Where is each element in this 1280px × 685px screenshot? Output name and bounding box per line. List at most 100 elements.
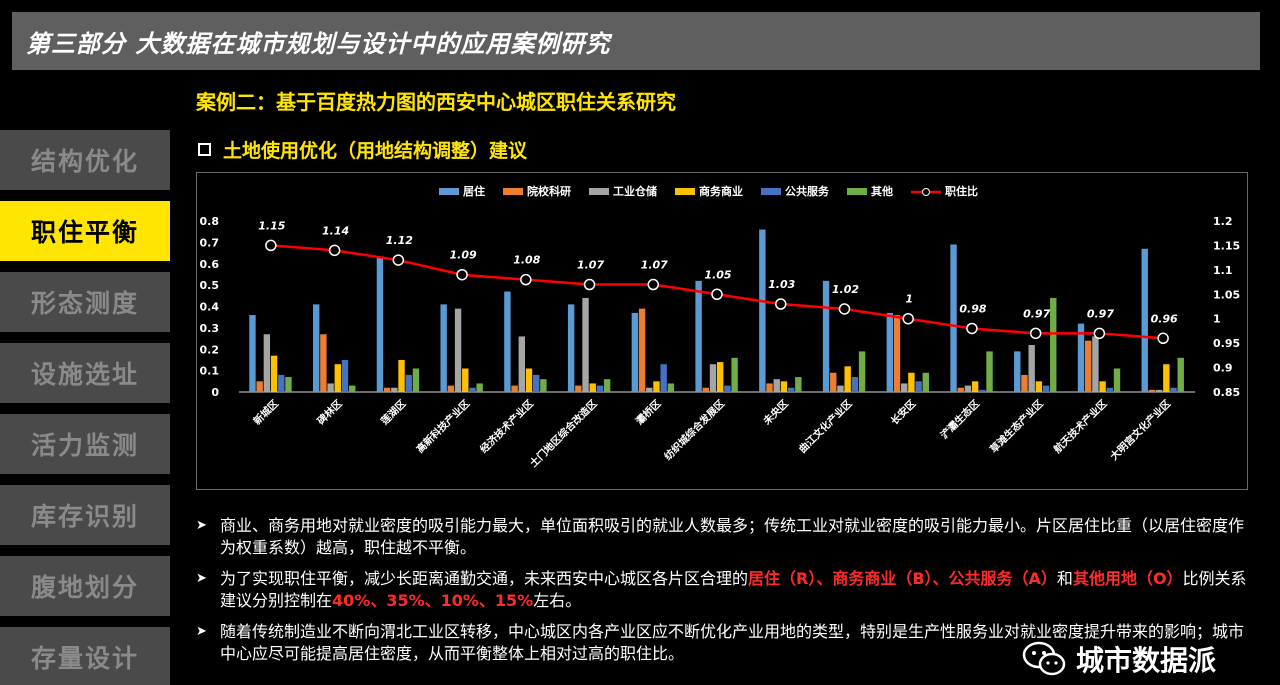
bullet-item: ➤ 随着传统制造业不断向渭北工业区转移，中心城区内各产业区应不断优化产业用地的类…	[196, 621, 1256, 665]
ratio-data-label: 1.09	[449, 249, 476, 262]
bar	[575, 385, 582, 392]
legend-label: 公共服务	[785, 184, 830, 198]
bar	[1148, 389, 1156, 392]
y-left-tick-label: 0.5	[200, 279, 220, 292]
sidebar-item[interactable]: 库存识别	[0, 485, 170, 545]
bar	[447, 385, 455, 392]
sidebar-item[interactable]: 设施选址	[0, 343, 170, 403]
y-left-tick-label: 0.2	[200, 343, 220, 356]
bullet-item: ➤ 为了实现职住平衡，减少长距离通勤交通，未来西安中心城区各片区合理的居住（R）…	[196, 568, 1256, 612]
bar	[313, 304, 320, 392]
bar	[724, 385, 731, 392]
bar	[263, 334, 271, 392]
ratio-point-center	[905, 316, 911, 322]
bar	[440, 304, 447, 392]
ratio-data-label: 1.15	[258, 219, 285, 232]
x-tick-label: 土门地区综合改造区	[527, 397, 600, 470]
x-tick-label: 航天技术产业区	[1051, 397, 1110, 456]
y-right-tick-label: 1.1	[1213, 264, 1233, 277]
ratio-data-label: 0.98	[959, 302, 986, 315]
x-tick-label: 草滩生态产业区	[987, 397, 1046, 456]
y-right-tick-label: 1.2	[1213, 215, 1233, 228]
highlight-text: 居住（R）、商务商业（B）、公共服务（A）	[748, 569, 1057, 588]
bar	[787, 387, 795, 392]
sidebar-item[interactable]: 活力监测	[0, 414, 170, 474]
y-left-tick-label: 0.6	[200, 258, 220, 271]
bar	[837, 385, 844, 392]
legend-swatch	[675, 188, 695, 195]
legend-swatch	[503, 188, 523, 195]
bar	[567, 304, 575, 392]
bar	[398, 359, 405, 392]
ratio-data-label: 1.03	[768, 278, 795, 291]
ratio-point-center	[1160, 335, 1166, 341]
bar	[667, 383, 675, 392]
arrow-bullet-icon: ➤	[196, 624, 207, 639]
sidebar-item[interactable]: 结构优化	[0, 130, 170, 190]
bar	[391, 387, 398, 392]
arrow-bullet-icon: ➤	[196, 571, 207, 586]
y-left-tick-label: 0.8	[200, 215, 220, 228]
bar	[525, 368, 533, 392]
y-left-tick-label: 0.7	[200, 236, 220, 249]
bar	[979, 389, 986, 392]
ratio-point-center	[587, 282, 593, 288]
bar	[702, 387, 709, 392]
bar	[1021, 374, 1028, 392]
bar	[1099, 381, 1106, 392]
bar	[986, 351, 993, 392]
bar	[773, 379, 780, 392]
legend-swatch	[847, 188, 867, 195]
ratio-data-label: 1.14	[322, 224, 349, 237]
bar	[405, 374, 412, 392]
bar	[327, 383, 334, 392]
ratio-point-center	[1096, 330, 1102, 336]
ratio-point-center	[1033, 330, 1039, 336]
bar	[631, 312, 639, 392]
x-tick-label: 碑林区	[314, 397, 344, 427]
y-right-tick-label: 1.05	[1213, 288, 1240, 301]
bar	[922, 372, 929, 392]
bar	[596, 385, 604, 392]
wechat-icon	[1022, 641, 1066, 676]
bar	[540, 379, 547, 392]
sidebar-item[interactable]: 腹地划分	[0, 556, 170, 616]
y-left-tick-label: 0.4	[200, 301, 220, 314]
sidebar: 结构优化职住平衡形态测度设施选址活力监测库存识别腹地划分存量设计	[0, 130, 170, 685]
bar	[709, 364, 717, 392]
bar	[412, 368, 420, 392]
bullet-text: 左右。	[533, 591, 582, 610]
ratio-point-center	[395, 257, 401, 263]
bar	[1177, 357, 1184, 392]
bar	[341, 359, 349, 392]
bar	[646, 387, 653, 392]
sidebar-item[interactable]: 职住平衡	[0, 201, 170, 261]
legend-label: 院校科研	[527, 184, 571, 198]
ratio-data-label: 1.07	[577, 259, 604, 272]
x-tick-label: 新城区	[251, 397, 281, 427]
ratio-data-label: 0.96	[1151, 312, 1178, 325]
bullet-item: ➤ 商业、商务用地对就业密度的吸引能力最大，单位面积吸引的就业人数最多；传统工业…	[196, 515, 1256, 559]
x-tick-label: 灞桥区	[633, 397, 663, 427]
bar	[653, 381, 660, 392]
bar	[1014, 351, 1021, 392]
bar	[766, 383, 773, 392]
bar	[278, 374, 285, 392]
y-left-tick-label: 0.3	[200, 322, 220, 335]
bar	[1141, 248, 1148, 392]
x-tick-label: 浐灞生态区	[938, 397, 983, 442]
bar	[964, 385, 972, 392]
ratio-data-label: 1.05	[704, 268, 731, 281]
bar	[334, 364, 341, 392]
ratio-data-label: 1.08	[513, 254, 540, 267]
ratio-data-label: 1.02	[832, 283, 859, 296]
ratio-point-center	[650, 282, 656, 288]
bullet-text: 和	[1056, 569, 1073, 588]
y-left-tick-label: 0	[211, 386, 219, 399]
sidebar-item[interactable]: 形态测度	[0, 272, 170, 332]
sidebar-item[interactable]: 存量设计	[0, 627, 170, 685]
bar	[1035, 381, 1043, 392]
legend-label: 工业仓储	[613, 184, 657, 198]
ratio-point-center	[778, 301, 784, 307]
x-tick-label: 纺织城综合发展区	[661, 397, 727, 463]
